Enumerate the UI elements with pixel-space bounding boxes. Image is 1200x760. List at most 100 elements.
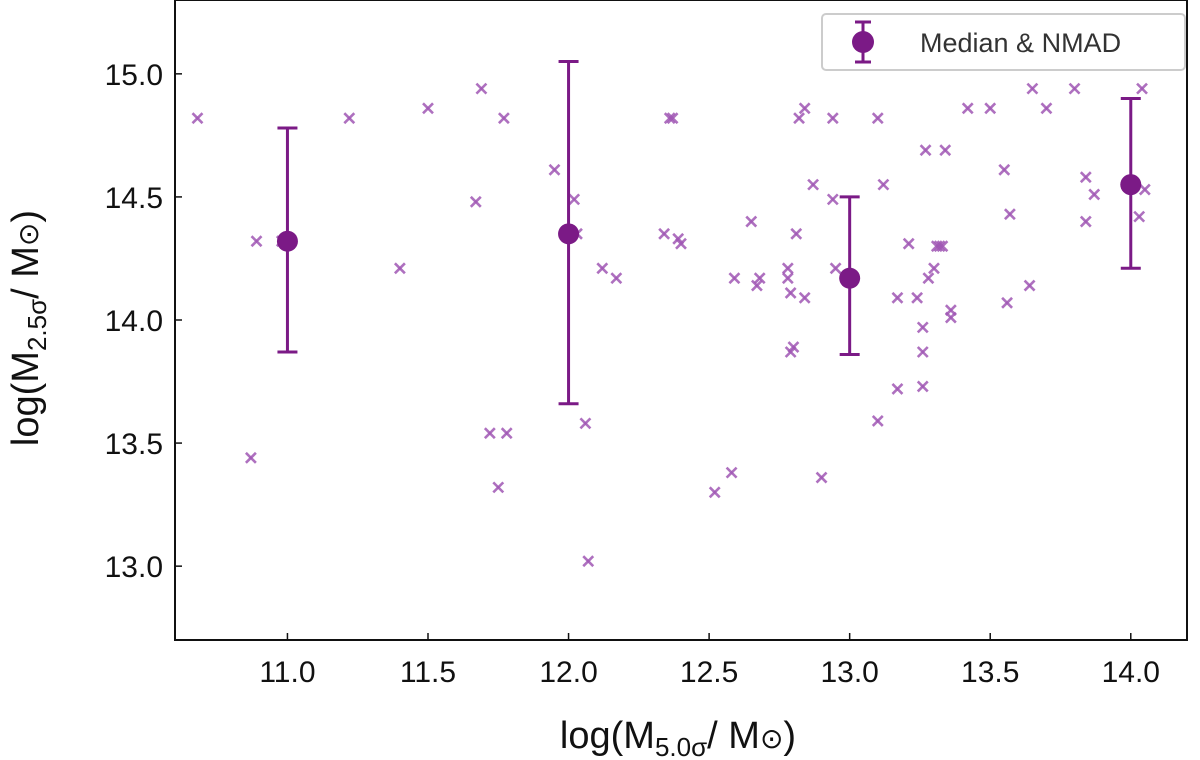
scatter-point (1079, 171, 1092, 184)
scatter-point (500, 427, 513, 440)
scatter-point (936, 240, 949, 253)
scatter-point (984, 102, 997, 115)
scatter-point (728, 272, 741, 285)
scatter-point (891, 291, 904, 304)
scatter-point (666, 112, 679, 125)
scatter-point (1138, 183, 1151, 196)
scatter-point (826, 193, 839, 206)
scatter-point (568, 193, 581, 206)
x-tick-label: 12.5 (680, 656, 738, 689)
scatter-point (784, 287, 797, 299)
scatter-point (939, 144, 952, 157)
scatter-point (610, 272, 623, 285)
scatter-point (961, 102, 974, 115)
scatter-point (708, 486, 721, 499)
median-marker (839, 267, 861, 289)
scatter-point (663, 112, 676, 125)
scatter-point (798, 291, 811, 304)
scatter-point (1040, 102, 1053, 115)
data-marks (191, 60, 1151, 568)
plot-frame (174, 0, 1188, 641)
scatter-point (787, 341, 800, 353)
scatter-point (798, 102, 811, 115)
y-tick-label: 14.0 (105, 305, 163, 338)
x-axis-label: log(M5.0σ/ M⊙) (560, 715, 796, 760)
x-tick-label: 11.5 (400, 656, 456, 689)
median-point (276, 126, 298, 354)
median-marker (558, 223, 580, 245)
scatter-point (750, 279, 763, 292)
median-marker (1120, 174, 1142, 196)
x-axis-ticks: 11.0 11.5 12.0 12.5 13.0 13.5 14.0 (259, 633, 1160, 689)
median-point (1120, 96, 1142, 270)
legend-median-marker (852, 31, 874, 53)
scatter-point (191, 112, 204, 125)
scatter-point (922, 272, 935, 285)
scatter-point (815, 471, 828, 484)
scatter-point (781, 272, 794, 285)
scatter-point (1003, 208, 1016, 221)
scatter-point (877, 178, 890, 191)
x-tick-label: 12.0 (539, 656, 597, 689)
scatter-point (422, 102, 434, 115)
scatter-point (483, 427, 496, 440)
scatter-point (497, 112, 510, 125)
scatter-point (916, 346, 929, 358)
legend-label: Median & NMAD (920, 28, 1121, 58)
scatter-point (658, 227, 671, 240)
scatter-point (745, 215, 758, 228)
median-point (558, 60, 580, 406)
scatter-point (871, 415, 884, 427)
scatter-point (998, 163, 1011, 176)
scatter-point (790, 227, 803, 240)
y-tick-label: 14.5 (105, 182, 163, 215)
scatter-point (250, 235, 263, 248)
scatter-point (781, 262, 794, 275)
x-tick-label: 13.0 (820, 656, 878, 689)
scatter-point (829, 262, 842, 275)
scatter-point (675, 237, 687, 250)
scatter-point (919, 144, 932, 157)
legend: Median & NMAD (821, 13, 1186, 71)
scatter-point (826, 112, 839, 125)
scatter-point (1133, 210, 1146, 223)
scatter-point (1079, 215, 1092, 228)
y-tick-label: 15.0 (105, 59, 163, 92)
scatter-point (725, 466, 738, 479)
scatter-point (902, 237, 915, 250)
scatter-point (891, 383, 904, 395)
scatter-point (582, 555, 595, 568)
scatter-point (753, 272, 766, 285)
scatter-point (1088, 188, 1101, 201)
scatter-point (944, 311, 957, 324)
scatter-point (596, 262, 609, 275)
scatter-point (1001, 296, 1014, 309)
scatter-point (548, 163, 561, 176)
scatter-point (475, 82, 488, 95)
scatter-point (933, 240, 946, 253)
scatter-point (916, 380, 929, 393)
median-point (839, 195, 861, 356)
scatter-point (793, 112, 805, 125)
scatter-point (807, 178, 820, 191)
scatter-point (928, 262, 940, 275)
y-tick-label: 13.0 (105, 551, 163, 584)
scatter-point (343, 112, 356, 125)
scatter-point (1026, 82, 1039, 95)
scatter-point (911, 291, 924, 304)
y-axis-ticks: 13.0 13.5 14.0 14.5 15.0 (105, 59, 182, 584)
scatter-point (1136, 82, 1148, 95)
x-tick-label: 14.0 (1102, 656, 1160, 689)
y-axis-label: log(M2.5σ/ M⊙) (5, 210, 52, 446)
scatter-point (1068, 82, 1081, 95)
scatter-point (469, 195, 482, 208)
x-tick-label: 13.5 (961, 656, 1019, 689)
scatter-point (1023, 279, 1036, 292)
scatter-point (916, 321, 929, 334)
scatter-point (492, 481, 505, 494)
legend-box (821, 13, 1186, 71)
y-tick-label: 13.5 (105, 428, 163, 461)
x-tick-label: 11.0 (259, 656, 315, 689)
median-marker (276, 230, 298, 252)
